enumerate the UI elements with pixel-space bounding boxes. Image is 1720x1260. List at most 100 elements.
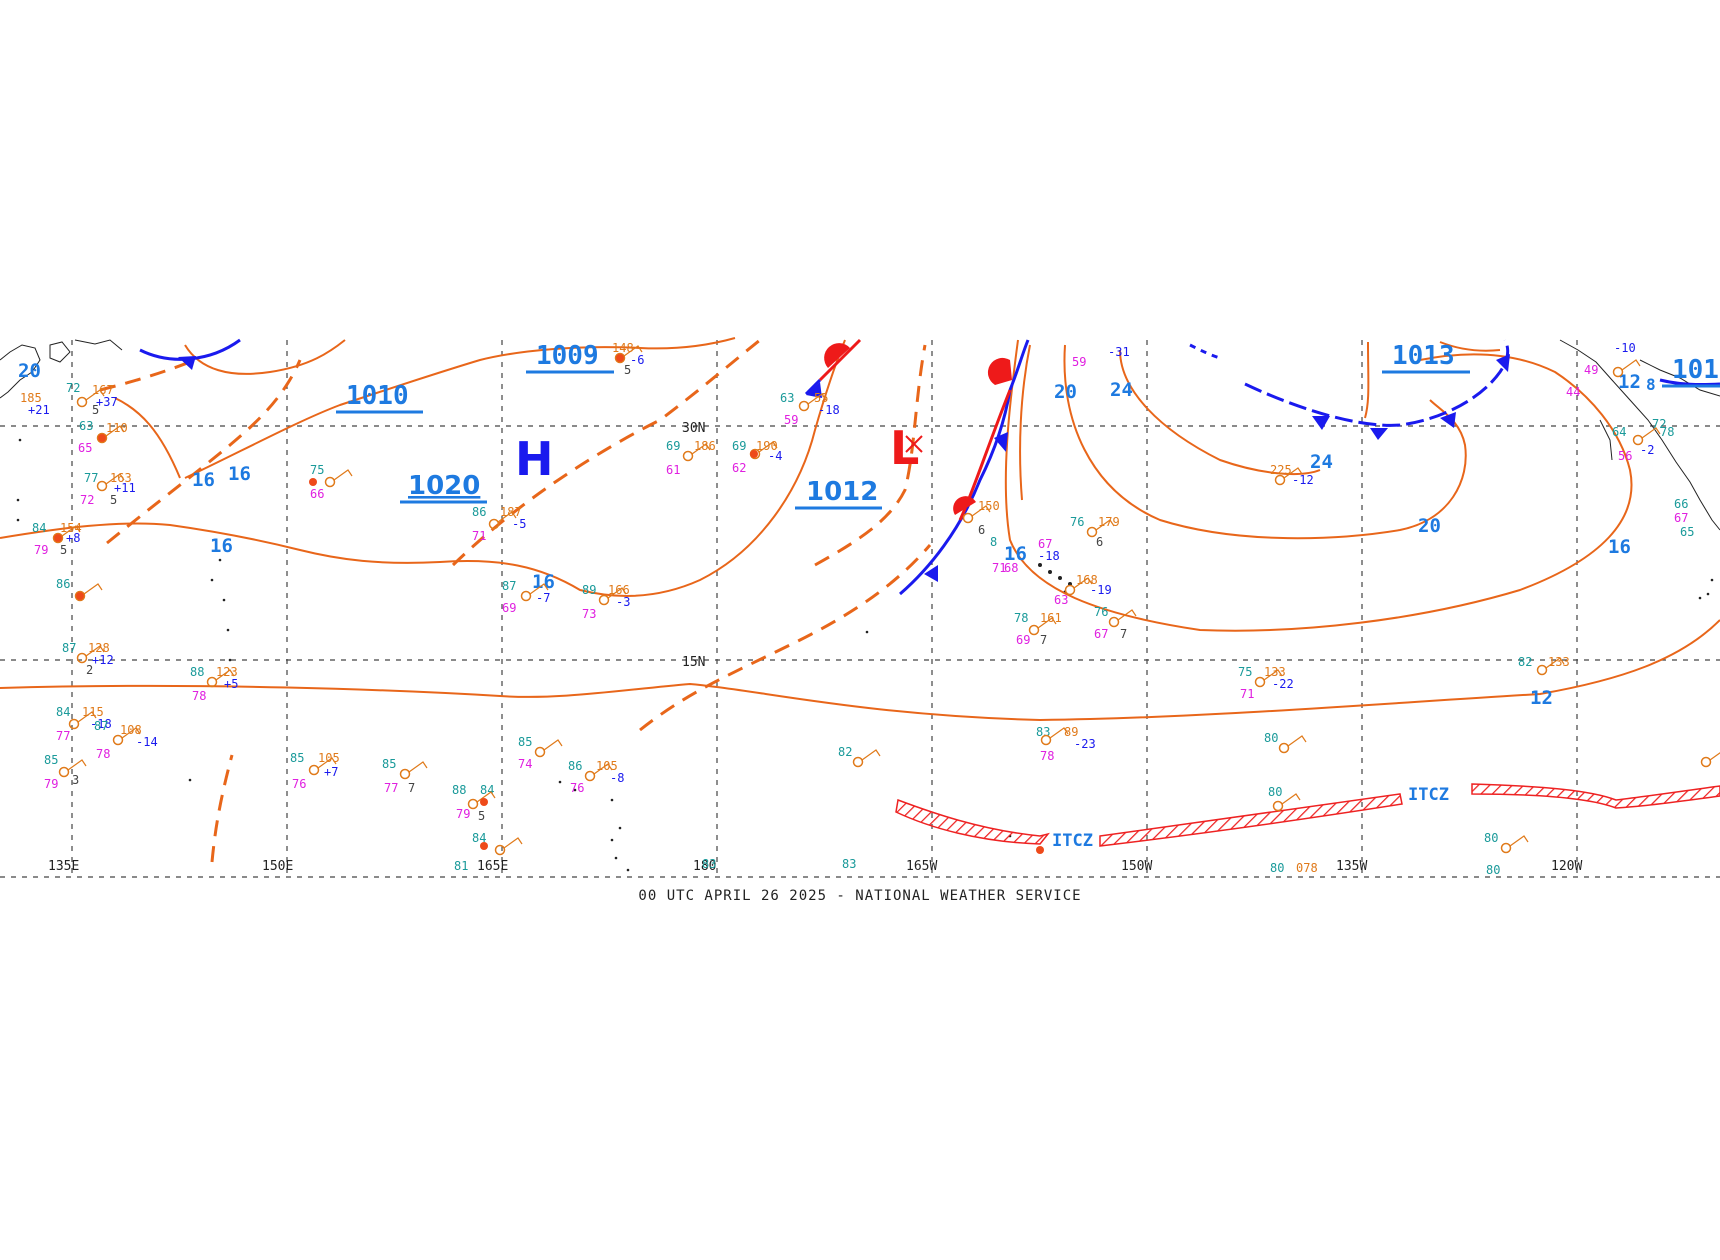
station-value: 76 bbox=[292, 777, 306, 791]
itcz-labels: ITCZ ITCZ bbox=[1052, 785, 1449, 851]
station-value: -31 bbox=[1108, 345, 1130, 359]
low-pressure-center: L 1012 bbox=[795, 421, 923, 510]
station-circle bbox=[1278, 742, 1290, 754]
station-circle bbox=[1612, 366, 1624, 378]
station-value: 85 bbox=[44, 753, 58, 767]
station-value: +8 bbox=[66, 531, 80, 545]
wind-barb bbox=[971, 505, 991, 517]
station-circle bbox=[614, 352, 626, 364]
station-value: 89 bbox=[582, 583, 596, 597]
isobar-label: 20 bbox=[1418, 515, 1441, 537]
longitude-labels: 135E 150E 165E 180 165W 150W 135W 120W bbox=[48, 859, 1582, 874]
wind-barb bbox=[1073, 577, 1093, 589]
station-circle bbox=[494, 844, 506, 856]
wind-barb bbox=[1037, 617, 1057, 629]
high-pressure-center: H 1020 bbox=[400, 432, 554, 504]
station-value: 148 bbox=[612, 341, 634, 355]
trough-1 bbox=[106, 359, 302, 545]
station-value: 86 bbox=[56, 577, 70, 591]
station-value: 86 bbox=[568, 759, 582, 773]
station-dot bbox=[480, 798, 488, 806]
footer-caption: 00 UTC APRIL 26 2025 - NATIONAL WEATHER … bbox=[638, 888, 1082, 904]
station-value: +21 bbox=[28, 403, 50, 417]
station-circle bbox=[1108, 616, 1120, 628]
station-value: 2 bbox=[86, 663, 93, 677]
isobar-label: 16 bbox=[192, 469, 215, 491]
station-value: 187 bbox=[500, 505, 522, 519]
station-value: 078 bbox=[1296, 861, 1318, 875]
isobar-label: 16 bbox=[228, 463, 251, 485]
station-value: 80 bbox=[1270, 861, 1284, 875]
station-circle bbox=[324, 476, 336, 488]
station-value: 79 bbox=[34, 543, 48, 557]
station-value: 65 bbox=[78, 441, 92, 455]
wind-barb bbox=[1509, 835, 1529, 847]
station-value: 80 bbox=[1484, 831, 1498, 845]
station-circle bbox=[399, 768, 411, 780]
isobar-labels: 20 16 16 16 16 20 24 24 20 16 12 12 8 16 bbox=[18, 360, 1656, 709]
station-circle bbox=[1064, 584, 1076, 596]
lon-label-165e: 165E bbox=[477, 859, 508, 874]
station-value: 63 bbox=[1054, 593, 1068, 607]
wind-barb bbox=[1263, 669, 1283, 681]
station-value: 7 bbox=[1120, 627, 1127, 641]
station-value: +7 bbox=[324, 765, 338, 779]
station-dot bbox=[1036, 846, 1044, 854]
station-circle bbox=[1254, 676, 1266, 688]
wind-barb bbox=[1545, 657, 1565, 669]
station-value: 80 bbox=[1268, 785, 1282, 799]
wind-barb bbox=[1621, 359, 1641, 371]
station-value: 83 bbox=[842, 857, 856, 871]
station-value: 88 bbox=[452, 783, 466, 797]
station-dot bbox=[616, 354, 624, 362]
cold-front-east bbox=[1244, 339, 1720, 440]
station-circle bbox=[682, 450, 694, 462]
station-value: 82 bbox=[1518, 655, 1532, 669]
station-value: 71 bbox=[992, 561, 1006, 575]
station-value: 7 bbox=[408, 781, 415, 795]
high-symbol: H bbox=[515, 432, 554, 486]
station-value: -18 bbox=[1038, 549, 1060, 563]
pressure-value-labels: 1009 1010 1013 101 bbox=[336, 341, 1720, 414]
station-value: 150 bbox=[978, 499, 1000, 513]
wind-barb bbox=[529, 583, 549, 595]
lon-label-180: 180 bbox=[693, 859, 716, 874]
wind-barb bbox=[105, 425, 125, 437]
pressure-1013: 1013 bbox=[1392, 341, 1455, 371]
isobar-11 bbox=[1439, 341, 1501, 352]
station-value: 87 bbox=[502, 579, 516, 593]
station-value: 49 bbox=[1584, 363, 1598, 377]
station-value: 66 bbox=[310, 487, 324, 501]
lon-label-165w: 165W bbox=[906, 859, 937, 874]
lon-label-150e: 150E bbox=[262, 859, 293, 874]
station-value: 78 bbox=[96, 747, 110, 761]
station-value: 75 bbox=[1238, 665, 1252, 679]
station-circle bbox=[206, 676, 218, 688]
station-value: 7 bbox=[1040, 633, 1047, 647]
station-circle bbox=[96, 432, 108, 444]
station-value: 69 bbox=[666, 439, 680, 453]
station-circle bbox=[1040, 734, 1052, 746]
station-value: 89 bbox=[1064, 725, 1078, 739]
lon-label-150w: 150W bbox=[1121, 859, 1152, 874]
troughs bbox=[99, 338, 932, 863]
station-value: 61 bbox=[666, 463, 680, 477]
coastlines bbox=[0, 339, 1720, 531]
pressure-101: 101 bbox=[1672, 355, 1719, 385]
low-symbol: L bbox=[890, 421, 919, 475]
station-value: 167 bbox=[92, 383, 114, 397]
station-value: 79 bbox=[456, 807, 470, 821]
station-value: 84 bbox=[56, 705, 70, 719]
wind-barb bbox=[83, 583, 103, 595]
isobar-label: 20 bbox=[1054, 381, 1077, 403]
station-circle bbox=[68, 718, 80, 730]
station-value: 67 bbox=[1094, 627, 1108, 641]
station-value: -5 bbox=[512, 517, 526, 531]
station-circle bbox=[467, 798, 479, 810]
station-dot bbox=[480, 842, 488, 850]
isobar-label: 8 bbox=[1646, 375, 1656, 394]
isobar-label: 16 bbox=[1004, 543, 1027, 565]
lon-label-135w: 135W bbox=[1336, 859, 1367, 874]
